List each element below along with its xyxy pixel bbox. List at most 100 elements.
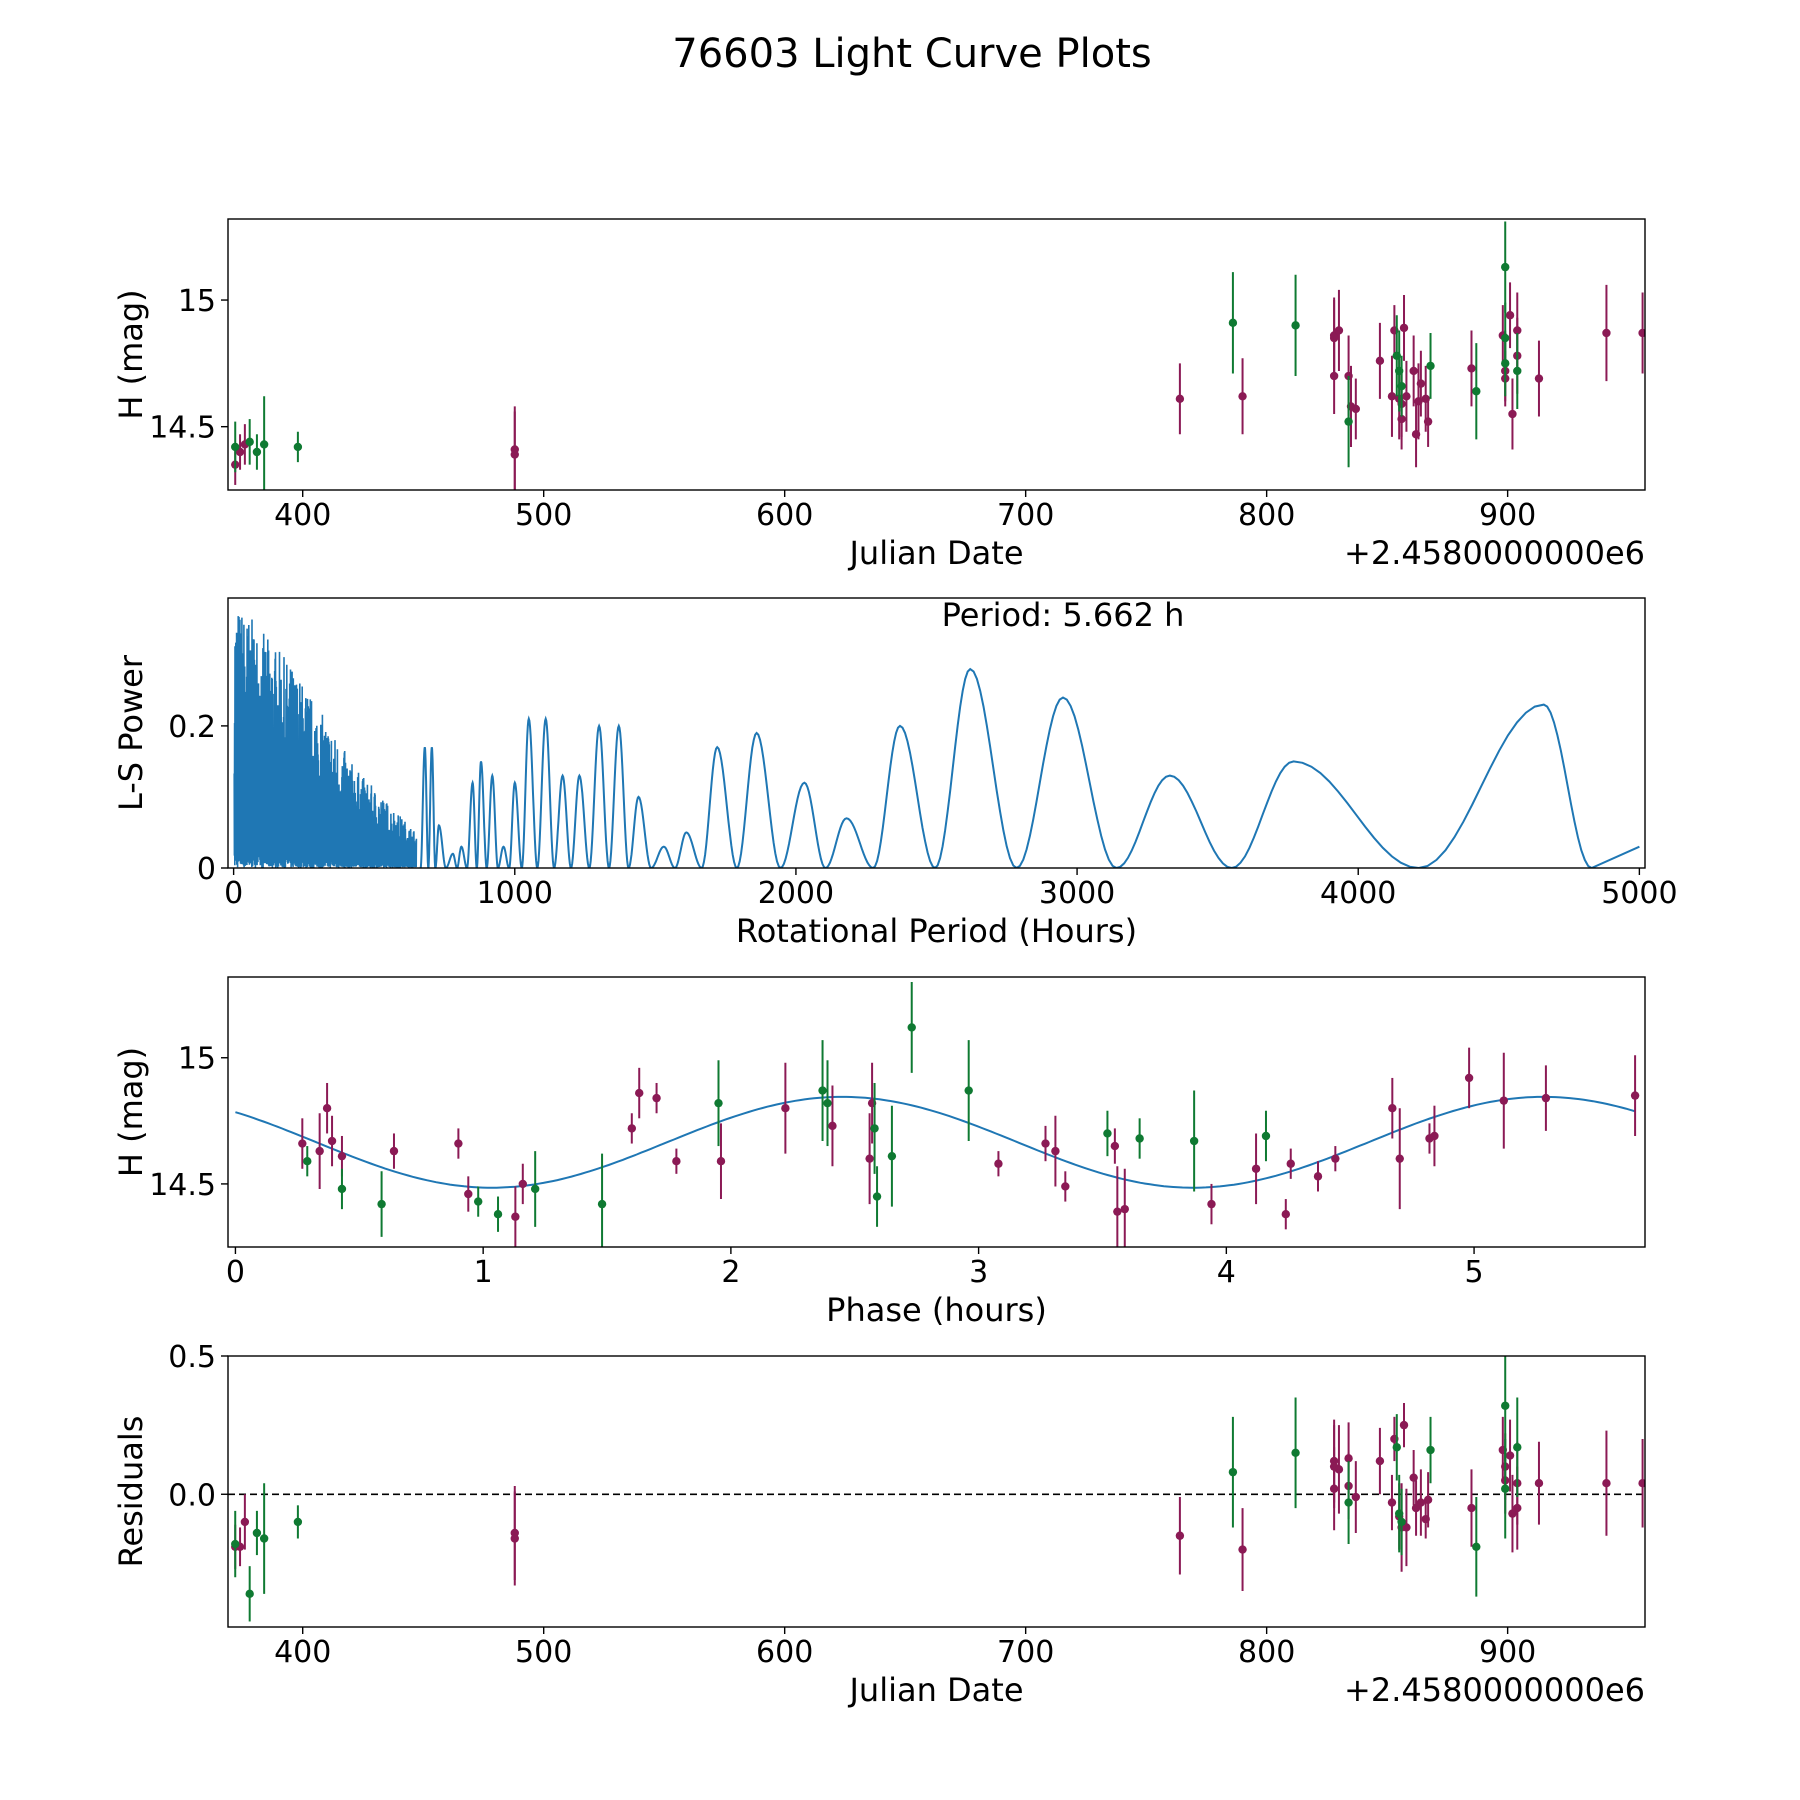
phase-y-tick-label: 14.5 xyxy=(149,1168,216,1203)
residuals-data-point xyxy=(1467,1503,1476,1513)
phase-data-point xyxy=(1041,1139,1050,1148)
phase-data-point xyxy=(872,1192,882,1201)
light-curve-x-tick-label: 800 xyxy=(1238,498,1295,533)
light-curve-axes-frame xyxy=(227,218,1646,491)
phase-data-point xyxy=(865,1154,874,1163)
residuals-data-point xyxy=(240,1517,250,1527)
periodogram-x-axis-label: Rotational Period (Hours) xyxy=(736,912,1137,950)
phase-data-point xyxy=(303,1157,312,1166)
phase-data-point xyxy=(714,1098,723,1108)
light-curve-data xyxy=(231,221,1645,490)
phase-data-point xyxy=(652,1093,661,1103)
phase-data-point xyxy=(964,1086,973,1095)
light-curve-data-point xyxy=(1387,392,1397,401)
residuals-x-tick-label: 700 xyxy=(997,1635,1054,1670)
residuals-data-point xyxy=(1402,1523,1411,1532)
periodogram-y-tick-label: 0 xyxy=(197,852,216,887)
light-curve-data-point xyxy=(1423,417,1433,426)
residuals-data-point xyxy=(1423,1495,1433,1504)
phase-data-point xyxy=(474,1197,483,1206)
light-curve-x-tick-label: 600 xyxy=(756,498,813,533)
light-curve-data-point xyxy=(1291,321,1300,330)
phase-data-point xyxy=(337,1151,347,1161)
phase-data-point xyxy=(389,1146,399,1156)
periodogram-axes-frame xyxy=(227,597,1646,869)
light-curve-y-tick-label: 14.5 xyxy=(149,411,216,446)
phase-data-point xyxy=(1281,1209,1290,1219)
light-curve-data-point xyxy=(1416,379,1426,388)
residuals-data-point xyxy=(245,1589,254,1599)
residuals-data-point xyxy=(1426,1445,1435,1455)
phase-data-point xyxy=(1331,1154,1340,1163)
phase-data-point xyxy=(1313,1172,1323,1181)
light-curve-data-point xyxy=(259,440,269,449)
phase-data-point xyxy=(511,1212,520,1221)
residuals-data-point xyxy=(1638,1479,1645,1488)
light-curve-data-point xyxy=(1409,366,1418,376)
phase-data-point xyxy=(1464,1073,1474,1083)
light-curve-data-point xyxy=(245,437,254,447)
residuals-data-point xyxy=(259,1534,269,1543)
light-curve-data-point xyxy=(1375,356,1385,366)
phase-data-point xyxy=(322,1104,332,1113)
light-curve-y-axis-label: H (mag) xyxy=(112,289,150,419)
residuals-data-point xyxy=(1513,1503,1522,1513)
phase-data-point xyxy=(818,1086,827,1095)
phase-data-point xyxy=(627,1124,636,1133)
phase-folded-panel: 0 1 2 3 4 5 14.5 15 Phase (hours) H (mag) xyxy=(112,976,1646,1329)
phase-x-tick-label: 0 xyxy=(226,1255,245,1290)
phase-data-point xyxy=(1541,1093,1551,1103)
residuals-data-point xyxy=(1472,1542,1481,1552)
residuals-data xyxy=(231,1356,1645,1622)
phase-data-point xyxy=(1388,1104,1397,1113)
residuals-data-point xyxy=(1329,1484,1339,1493)
residuals-data-point xyxy=(1399,1420,1409,1430)
residuals-data-point xyxy=(252,1528,262,1538)
residuals-data-point xyxy=(1508,1509,1517,1518)
residuals-data-point xyxy=(1344,1498,1353,1507)
phase-x-tick-label: 5 xyxy=(1465,1255,1484,1290)
residuals-x-tick-label: 400 xyxy=(274,1635,331,1670)
periodogram-x-tick-label: 2000 xyxy=(758,876,834,911)
residuals-data-point xyxy=(510,1534,519,1543)
phase-data-point xyxy=(1261,1131,1271,1141)
phase-y-tick-label: 15 xyxy=(178,1042,216,1077)
residuals-offset-text: +2.4580000000e6 xyxy=(1344,1671,1645,1709)
residuals-y-tick-label: 0.0 xyxy=(168,1478,216,1513)
periodogram-noise-region xyxy=(233,616,418,868)
residuals-data-point xyxy=(1175,1531,1185,1540)
light-curve-data-point xyxy=(1513,366,1522,376)
periodogram-x-tick-label: 1000 xyxy=(477,876,553,911)
periodogram-x-tick-label: 5000 xyxy=(1601,876,1677,911)
residuals-data-point xyxy=(1238,1545,1247,1554)
light-curve-offset-text: +2.4580000000e6 xyxy=(1344,534,1645,572)
phase-data-point xyxy=(530,1184,540,1194)
light-curve-data-point xyxy=(231,442,240,452)
phase-data-point xyxy=(597,1199,607,1209)
residuals-data-point xyxy=(1505,1451,1515,1460)
residuals-x-tick-label: 600 xyxy=(756,1635,813,1670)
phase-data-point xyxy=(327,1136,337,1146)
phase-data-point xyxy=(672,1157,681,1166)
light-curve-data-point xyxy=(1638,328,1645,338)
phase-data-point xyxy=(823,1098,832,1108)
phase-data xyxy=(298,982,1640,1247)
residuals-data-point xyxy=(1513,1443,1522,1452)
phase-data-point xyxy=(1103,1129,1112,1138)
light-curve-data-point xyxy=(1399,323,1409,333)
figure-title: 76603 Light Curve Plots xyxy=(672,31,1151,77)
phase-data-point xyxy=(781,1104,790,1113)
residuals-data-point xyxy=(1397,1517,1406,1527)
residuals-data-point xyxy=(1409,1473,1418,1482)
phase-data-point xyxy=(1430,1131,1439,1141)
light-curve-data-point xyxy=(1397,381,1406,391)
phase-model-curve xyxy=(235,1095,1636,1189)
phase-data-point xyxy=(1135,1134,1144,1143)
light-curve-data-point xyxy=(1351,404,1361,414)
phase-data-point xyxy=(907,1023,916,1032)
phase-y-axis-label: H (mag) xyxy=(112,1047,150,1177)
phase-data-point xyxy=(1251,1164,1261,1173)
residuals-data-point xyxy=(1411,1503,1421,1513)
light-curve-data-point xyxy=(252,447,262,457)
light-curve-x-tick-label: 900 xyxy=(1479,498,1536,533)
